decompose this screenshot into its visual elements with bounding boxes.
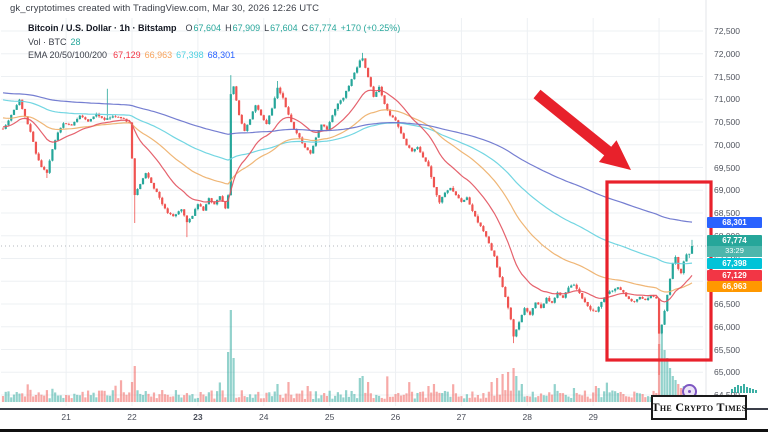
ema50-line — [2, 109, 693, 293]
change-value: +170 (+0.25%) — [340, 23, 401, 33]
price-tick-label: 68,500 — [714, 208, 740, 218]
price-tick-label: 70,000 — [714, 139, 740, 150]
bar-countdown: 33:29 — [707, 246, 762, 258]
price-tick-label: 67,000 — [714, 276, 764, 286]
volume-layer — [1, 310, 694, 402]
time-axis-label: 26 — [390, 412, 401, 422]
time-axis-label: 27 — [456, 412, 467, 422]
price-tick-label: 65,000 — [714, 367, 740, 378]
ohlc-value: 67,604 — [270, 23, 298, 33]
volume-legend-row[interactable]: Vol · BTC 28 — [28, 36, 400, 50]
price-tick-label: 72,500 — [714, 26, 740, 36]
ohlc-value: 67,774 — [309, 23, 337, 33]
ohlc-value: 67,604 — [193, 23, 222, 33]
ohlc-key: L — [264, 23, 270, 33]
time-axis-label: 29 — [588, 412, 598, 422]
ema200-price-badge: 68,301 — [707, 216, 762, 228]
price-tick-label: 69,500 — [714, 162, 740, 173]
time-axis-label: 23 — [193, 412, 203, 422]
ema-legend-row[interactable]: EMA 20/50/100/200 67,129 66,963 67,398 68,30… — [28, 49, 400, 63]
chart-legend: Bitcoin / U.S. Dollar · 1h · Bitstamp O67… — [28, 22, 400, 63]
axis-mini-volume-bars — [731, 384, 758, 393]
price-tick-label: 71,000 — [714, 94, 740, 105]
ohlc-key: C — [301, 23, 309, 33]
time-axis-label: 24 — [259, 412, 269, 422]
volume-label: Vol · BTC — [28, 36, 67, 47]
ema50-price-badge: 66,963 — [707, 281, 762, 293]
attribution-text: gk_cryptotimes created with TradingView.… — [10, 3, 320, 14]
price-tick-label: 66,000 — [714, 321, 740, 332]
time-axis-label: 25 — [324, 412, 335, 422]
ema-legend-value: 67,129 — [113, 50, 141, 60]
price-tick-label: 70,500 — [714, 117, 740, 127]
ema-label: EMA 20/50/100/200 — [28, 50, 108, 60]
ema-legend-value: 66,963 — [144, 50, 173, 60]
price-tick-label: 69,000 — [714, 185, 740, 196]
ema20-line — [2, 89, 693, 303]
price-tick-label: 71,500 — [714, 71, 740, 82]
ema-values: 67,129 66,963 67,398 68,301 — [109, 50, 235, 60]
time-axis-label: 28 — [522, 412, 533, 422]
annotations-layer — [533, 89, 713, 362]
time-axis-label: 22 — [127, 412, 137, 422]
symbol-legend-row[interactable]: Bitcoin / U.S. Dollar · 1h · Bitstamp O67… — [28, 22, 400, 36]
ema-legend-value: 67,398 — [176, 50, 204, 60]
candles-layer — [1, 52, 694, 376]
ohlc-value: 67,909 — [232, 23, 261, 33]
last-price-badge: 67,774 33:29 — [707, 235, 762, 258]
ema-legend-value: 68,301 — [207, 50, 236, 60]
ohlc-key: H — [225, 23, 232, 33]
volume-value: 28 — [70, 36, 81, 47]
price-tick-label: 65,500 — [714, 344, 740, 355]
bottom-frame — [0, 429, 768, 432]
ohlc-key: O — [185, 23, 193, 33]
price-tick-label: 66,500 — [714, 299, 740, 309]
ema20-price-badge: 67,129 — [707, 269, 762, 281]
ema100-price-badge: 67,398 — [707, 257, 762, 269]
price-tick-label: 72,000 — [714, 48, 740, 59]
crypto-times-watermark: The Crypto Times — [651, 395, 747, 420]
time-axis-separator — [0, 408, 768, 410]
grid-layer — [1, 0, 707, 408]
time-axis-label: 21 — [61, 412, 71, 422]
ema200-line — [2, 92, 693, 223]
ema100-line — [2, 99, 693, 265]
symbol-title: Bitcoin / U.S. Dollar · 1h · Bitstamp — [28, 23, 177, 33]
ohlc-values: O67,604 H67,909 L67,604 C67,774 +170 (+0.25%… — [182, 23, 401, 33]
down-arrow-annotation — [533, 89, 631, 170]
